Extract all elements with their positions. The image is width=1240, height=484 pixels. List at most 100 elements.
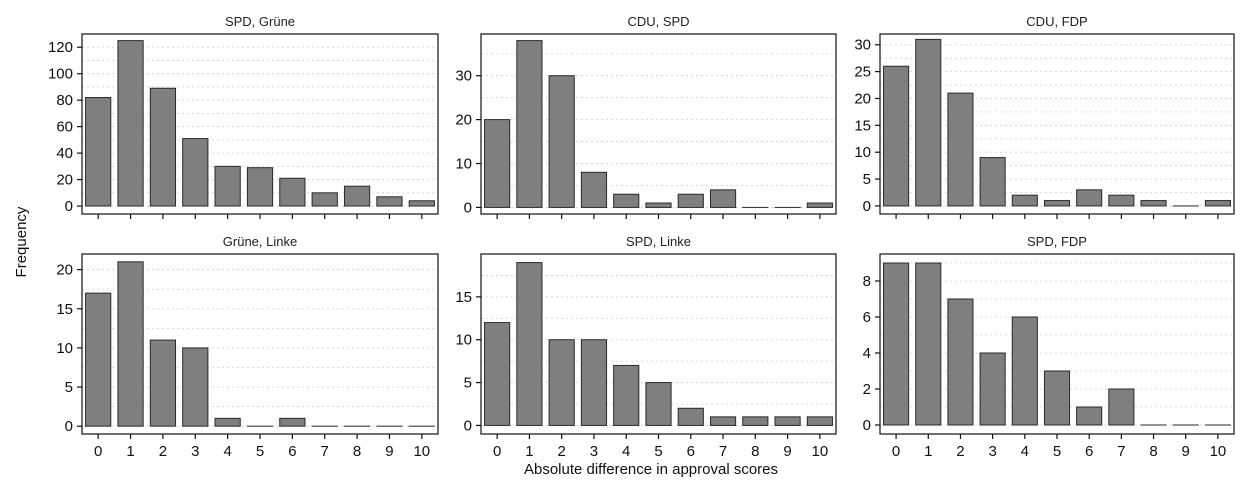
x-tick-label: 7: [719, 443, 727, 460]
bar: [613, 193, 640, 208]
bar: [645, 382, 672, 426]
bar: [548, 339, 575, 426]
bar: [806, 416, 833, 426]
bar: [214, 417, 241, 427]
bar: [1076, 189, 1103, 207]
x-tick-label: 0: [892, 443, 900, 460]
bar: [774, 416, 801, 426]
bar: [580, 171, 608, 208]
y-tick-label: 15: [455, 289, 472, 306]
y-tick-label: 10: [56, 340, 73, 357]
x-tick-label: 1: [924, 443, 932, 460]
x-tick-label: 2: [956, 443, 964, 460]
x-tick-label: 3: [988, 443, 996, 460]
x-tick-label: 4: [223, 443, 231, 460]
bar: [149, 339, 177, 427]
panel-title: SPD, FDP: [1027, 234, 1087, 249]
x-tick-label: 5: [654, 443, 662, 460]
bar: [214, 165, 241, 207]
y-tick-label: 20: [455, 112, 472, 129]
y-tick-label: 10: [854, 144, 871, 161]
bar: [279, 177, 306, 207]
bar: [1043, 370, 1071, 426]
bar: [182, 347, 209, 427]
bar: [182, 138, 209, 207]
bar: [246, 167, 274, 207]
y-tick-label: 120: [48, 39, 73, 56]
panel-title: SPD, Grüne: [225, 14, 295, 29]
panel-0: SPD, Grüne 0 20 40 60 80 100 120: [48, 14, 439, 219]
bar: [1011, 194, 1038, 207]
x-tick-label: 9: [783, 443, 791, 460]
x-tick-label: 6: [288, 443, 296, 460]
bar: [915, 262, 942, 426]
y-axis-title: Frequency: [13, 206, 30, 277]
x-tick-label: 7: [321, 443, 329, 460]
y-tick-label: 0: [863, 198, 871, 215]
y-tick-label: 30: [854, 37, 871, 54]
x-tick-label: 7: [1117, 443, 1125, 460]
bar: [979, 352, 1006, 426]
y-tick-label: 80: [56, 92, 73, 109]
bar: [709, 189, 737, 208]
bar: [408, 200, 435, 207]
x-tick-label: 3: [191, 443, 199, 460]
x-tick-label: 9: [385, 443, 393, 460]
y-tick-label: 100: [48, 66, 73, 83]
x-tick-label: 8: [353, 443, 361, 460]
y-tick-label: 0: [65, 418, 73, 435]
bar: [1043, 200, 1071, 207]
panel-1: CDU, SPD 0 10 20 30: [455, 14, 837, 219]
bar: [1011, 316, 1038, 426]
x-tick-label: 1: [525, 443, 533, 460]
bar: [117, 40, 144, 207]
bar: [709, 416, 737, 426]
y-tick-label: 5: [464, 375, 472, 392]
y-tick-label: 15: [854, 117, 871, 134]
y-tick-label: 0: [464, 199, 472, 216]
y-tick-label: 25: [854, 64, 871, 81]
panel-title: CDU, SPD: [627, 14, 689, 29]
panel-5: SPD, FDP 0 2 4 6 8 0 1 2 3 4 5 6 7 8 9 10: [863, 234, 1235, 460]
x-tick-label: 4: [622, 443, 630, 460]
bar: [613, 364, 640, 426]
y-tick-label: 30: [455, 68, 472, 85]
x-tick-label: 10: [1210, 443, 1227, 460]
x-tick-label: 3: [590, 443, 598, 460]
bar: [645, 202, 672, 208]
x-tick-label: 10: [812, 443, 829, 460]
panel-2: CDU, FDP 0 5 10 15 20 25 30: [854, 14, 1235, 219]
y-tick-label: 20: [56, 172, 73, 189]
x-tick-label: 0: [493, 443, 501, 460]
x-tick-label: 6: [1085, 443, 1093, 460]
x-axis-title: Absolute difference in approval scores: [524, 461, 778, 478]
bar: [806, 202, 833, 208]
bar: [883, 65, 910, 207]
y-tick-label: 0: [464, 417, 472, 434]
y-tick-label: 5: [65, 379, 73, 396]
y-tick-label: 60: [56, 119, 73, 136]
y-tick-label: 20: [56, 262, 73, 279]
y-tick-label: 20: [854, 90, 871, 107]
x-tick-label: 10: [413, 443, 430, 460]
bar: [915, 38, 942, 207]
bar: [279, 417, 306, 427]
x-tick-label: 8: [751, 443, 759, 460]
bar: [516, 40, 543, 208]
x-tick-label: 8: [1149, 443, 1157, 460]
y-tick-label: 0: [65, 198, 73, 215]
y-tick-label: 10: [455, 332, 472, 349]
y-tick-label: 6: [863, 309, 871, 326]
bar: [1140, 200, 1167, 207]
bar: [1108, 388, 1135, 426]
x-tick-label: 1: [126, 443, 134, 460]
y-tick-label: 2: [863, 381, 871, 398]
bar: [85, 292, 112, 427]
bar: [548, 75, 575, 208]
x-tick-label: 4: [1021, 443, 1029, 460]
bar: [376, 196, 403, 207]
bar: [1076, 406, 1103, 426]
x-tick-label: 2: [558, 443, 566, 460]
panel-3: Grüne, Linke 0 5 10 15 20 0 1 2 3 4 5 6 7 8 9 10: [56, 234, 439, 460]
